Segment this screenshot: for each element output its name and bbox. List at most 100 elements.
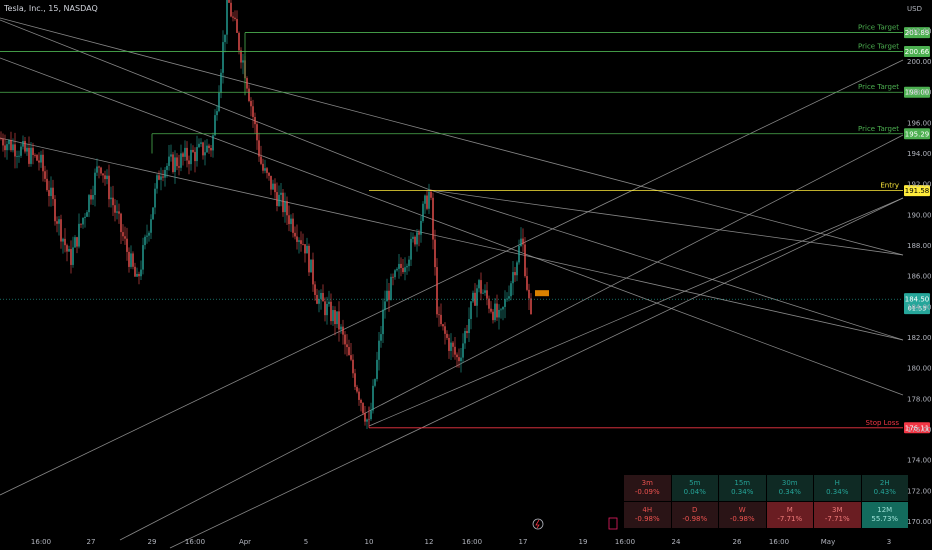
candle-body [270, 175, 272, 190]
candle-body [508, 296, 510, 299]
candle-body [422, 203, 424, 222]
candles [0, 0, 532, 430]
lightning-icon [532, 518, 544, 530]
perf-value: 0.34% [778, 488, 801, 496]
candle-body [362, 402, 364, 414]
candle-body [186, 147, 188, 161]
level-price-value: 198.00 [905, 89, 930, 97]
candle-body [276, 192, 278, 206]
perf-timeframe: 12M [877, 506, 893, 514]
trendline [368, 197, 904, 427]
level-label: Price Target [858, 83, 899, 91]
candle-body [364, 413, 366, 422]
candle-body [390, 276, 392, 300]
price-tick: 192.00 [907, 181, 932, 189]
candle-body [436, 267, 438, 315]
candle-body [484, 290, 486, 293]
price-tick: 170.00 [907, 518, 932, 526]
candle-body [166, 165, 168, 170]
candle-body [494, 303, 496, 321]
level-price-tag [904, 422, 930, 434]
trendline [169, 197, 904, 549]
candle-body [406, 266, 408, 268]
candle-body [280, 192, 282, 195]
perf-value: 0.43% [873, 488, 896, 496]
candle-body [504, 299, 506, 307]
candle-body [286, 201, 288, 216]
candle-body [528, 289, 530, 299]
candle-body [282, 192, 284, 213]
candle-body [336, 311, 338, 325]
candle-body [154, 188, 156, 208]
candle-body [52, 187, 54, 200]
candle-body [228, 0, 230, 3]
candle-body [380, 334, 382, 341]
candle-body [318, 298, 320, 304]
perf-cell: D -0.98% [671, 502, 718, 528]
time-tick: 24 [672, 538, 681, 546]
candle-body [512, 272, 514, 284]
candle-body [446, 333, 448, 338]
candle-body [522, 238, 524, 245]
candle-body [86, 212, 88, 217]
price-tick: 198.00 [907, 89, 932, 97]
candle-body [260, 156, 262, 164]
candle-body [100, 167, 102, 174]
perf-value: 0.34% [826, 488, 849, 496]
candle-body [248, 88, 250, 101]
candle-body [340, 326, 342, 330]
candle-body [50, 187, 52, 197]
candle-body [92, 195, 94, 200]
perf-cell: H 0.34% [814, 475, 861, 501]
candle-body [408, 259, 410, 267]
candle-body [22, 141, 24, 147]
candle-body [128, 251, 130, 267]
candle-body [378, 340, 380, 360]
candle-body [410, 238, 412, 260]
candle-body [274, 183, 276, 193]
candle-body [108, 175, 110, 200]
candle-body [178, 166, 180, 168]
candle-body [246, 78, 248, 89]
candle-body [0, 138, 2, 140]
trendline [0, 137, 904, 341]
candle-body [10, 140, 12, 151]
perf-cell: W -0.98% [719, 502, 766, 528]
candle-body [342, 326, 344, 335]
candle-body [462, 343, 464, 358]
perf-cell: 15m 0.34% [719, 475, 766, 501]
candle-body [356, 386, 358, 392]
candle-body [518, 246, 520, 263]
candle-body [116, 211, 118, 213]
candle-body [424, 195, 426, 204]
candle-body [196, 147, 198, 162]
candle-body [72, 247, 74, 265]
level-price-tag [904, 86, 930, 98]
candle-body [106, 175, 108, 180]
candle-body [148, 232, 150, 236]
trendline [429, 189, 904, 256]
price-axis: USD202.00200.00198.00196.00194.00192.001… [907, 5, 932, 526]
perf-cell: 2H 0.43% [861, 475, 908, 501]
candle-body [162, 176, 164, 178]
calendar-icon [608, 517, 618, 530]
time-tick: 16:00 [31, 538, 51, 546]
candle-body [294, 232, 296, 237]
level-price-value: 201.89 [905, 29, 930, 37]
candle-body [476, 288, 478, 306]
level-price-tag [904, 185, 930, 197]
candle-body [30, 147, 32, 164]
price-tick: 202.00 [907, 27, 932, 35]
perf-value: -0.09% [634, 488, 660, 496]
level-label: Entry [880, 182, 899, 190]
candle-body [2, 138, 4, 146]
time-tick: May [821, 538, 835, 546]
candle-body [328, 301, 330, 304]
candle-body [26, 147, 28, 152]
candle-body [310, 259, 312, 273]
candle-body [384, 301, 386, 310]
candle-body [394, 270, 396, 278]
candle-body [62, 238, 64, 242]
perf-cell: 3M -7.71% [814, 502, 861, 528]
